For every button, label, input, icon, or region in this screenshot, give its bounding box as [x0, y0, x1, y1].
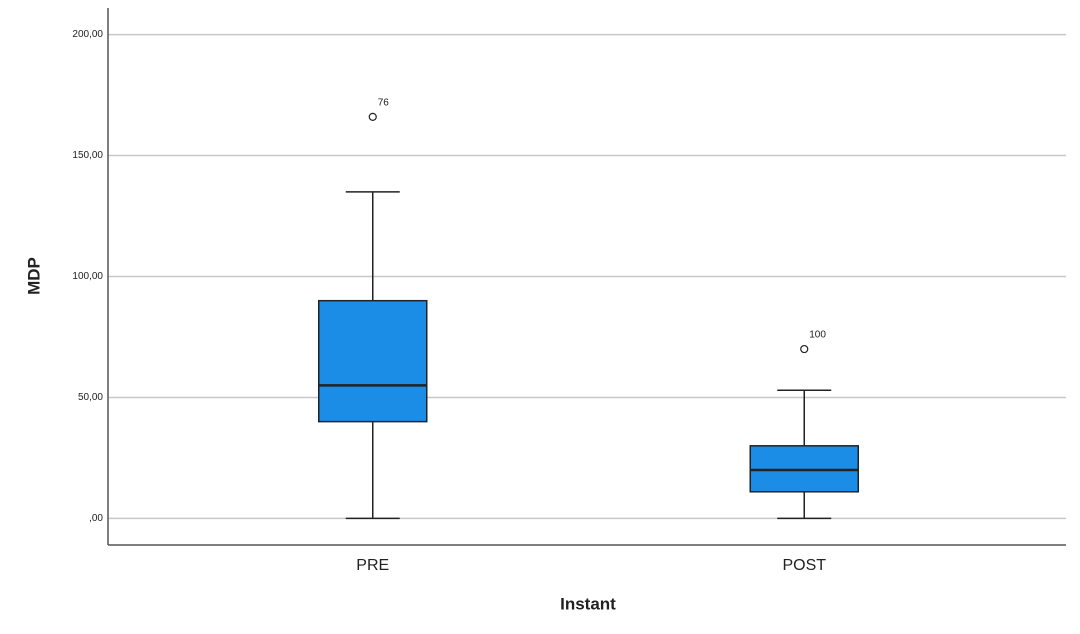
- y-tick-label: 150,00: [72, 150, 103, 161]
- y-tick-label: ,00: [89, 513, 103, 524]
- x-axis-label: Instant: [560, 594, 616, 613]
- y-tick-label: 200,00: [72, 29, 103, 40]
- outlier-id: 100: [809, 330, 826, 341]
- outlier: [368, 112, 377, 121]
- y-axis-label: MDP: [24, 257, 43, 295]
- outlier: [800, 344, 809, 354]
- x-tick-label: PRE: [356, 557, 389, 574]
- y-tick-label: 50,00: [78, 392, 103, 403]
- y-tick-label: 100,00: [72, 271, 103, 282]
- box: [318, 299, 428, 423]
- x-tick-label: POST: [782, 557, 826, 574]
- outlier-id: 76: [378, 97, 390, 108]
